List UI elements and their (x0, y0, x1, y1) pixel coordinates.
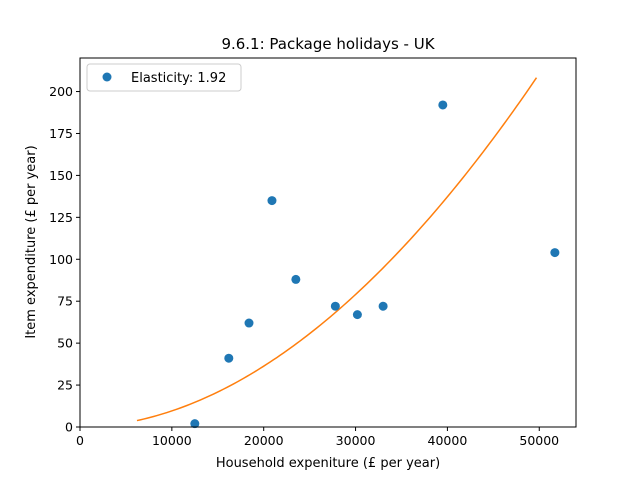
data-point (224, 353, 234, 363)
y-tick-label: 125 (49, 210, 73, 225)
x-tick-label: 40000 (428, 433, 468, 448)
y-axis-label: Item expenditure (£ per year) (24, 145, 39, 338)
x-tick-label: 0 (76, 433, 84, 448)
x-tick-label: 20000 (244, 433, 284, 448)
y-tick-label: 175 (49, 126, 73, 141)
data-point (550, 248, 560, 258)
y-tick-label: 150 (49, 168, 73, 183)
y-tick-label: 75 (57, 294, 73, 309)
data-point (267, 196, 277, 206)
data-points-layer (190, 100, 560, 429)
legend-box (86, 63, 242, 92)
plot-area (79, 57, 577, 429)
y-tick-label: 50 (57, 336, 73, 351)
fit-curve-layer (136, 77, 538, 422)
legend: Elasticity: 1.92 (86, 63, 242, 92)
y-tick-label: 0 (65, 420, 73, 435)
x-axis-label: Household expeniture (£ per year) (216, 456, 440, 471)
chart-title: 9.6.1: Package holidays - UK (221, 35, 435, 53)
x-tick-label: 10000 (152, 433, 192, 448)
data-point (190, 419, 200, 429)
y-tick-label: 100 (49, 252, 73, 267)
x-tick-label: 30000 (336, 433, 376, 448)
fit-curve (136, 77, 538, 422)
data-point (438, 100, 448, 110)
plot-frame (79, 57, 577, 428)
data-point (378, 301, 388, 311)
x-axis: 0 10000 20000 30000 40000 50000 (76, 427, 559, 448)
data-point (330, 301, 340, 311)
y-tick-label: 200 (49, 84, 73, 99)
legend-label: Elasticity: 1.92 (131, 71, 226, 86)
data-point (244, 318, 254, 328)
data-point (352, 310, 362, 320)
y-tick-label: 25 (57, 378, 73, 393)
x-tick-label: 50000 (519, 433, 559, 448)
legend-marker (102, 72, 112, 82)
y-axis: 0 25 50 75 100 125 150 175 200 (49, 84, 80, 435)
data-point (291, 274, 301, 284)
